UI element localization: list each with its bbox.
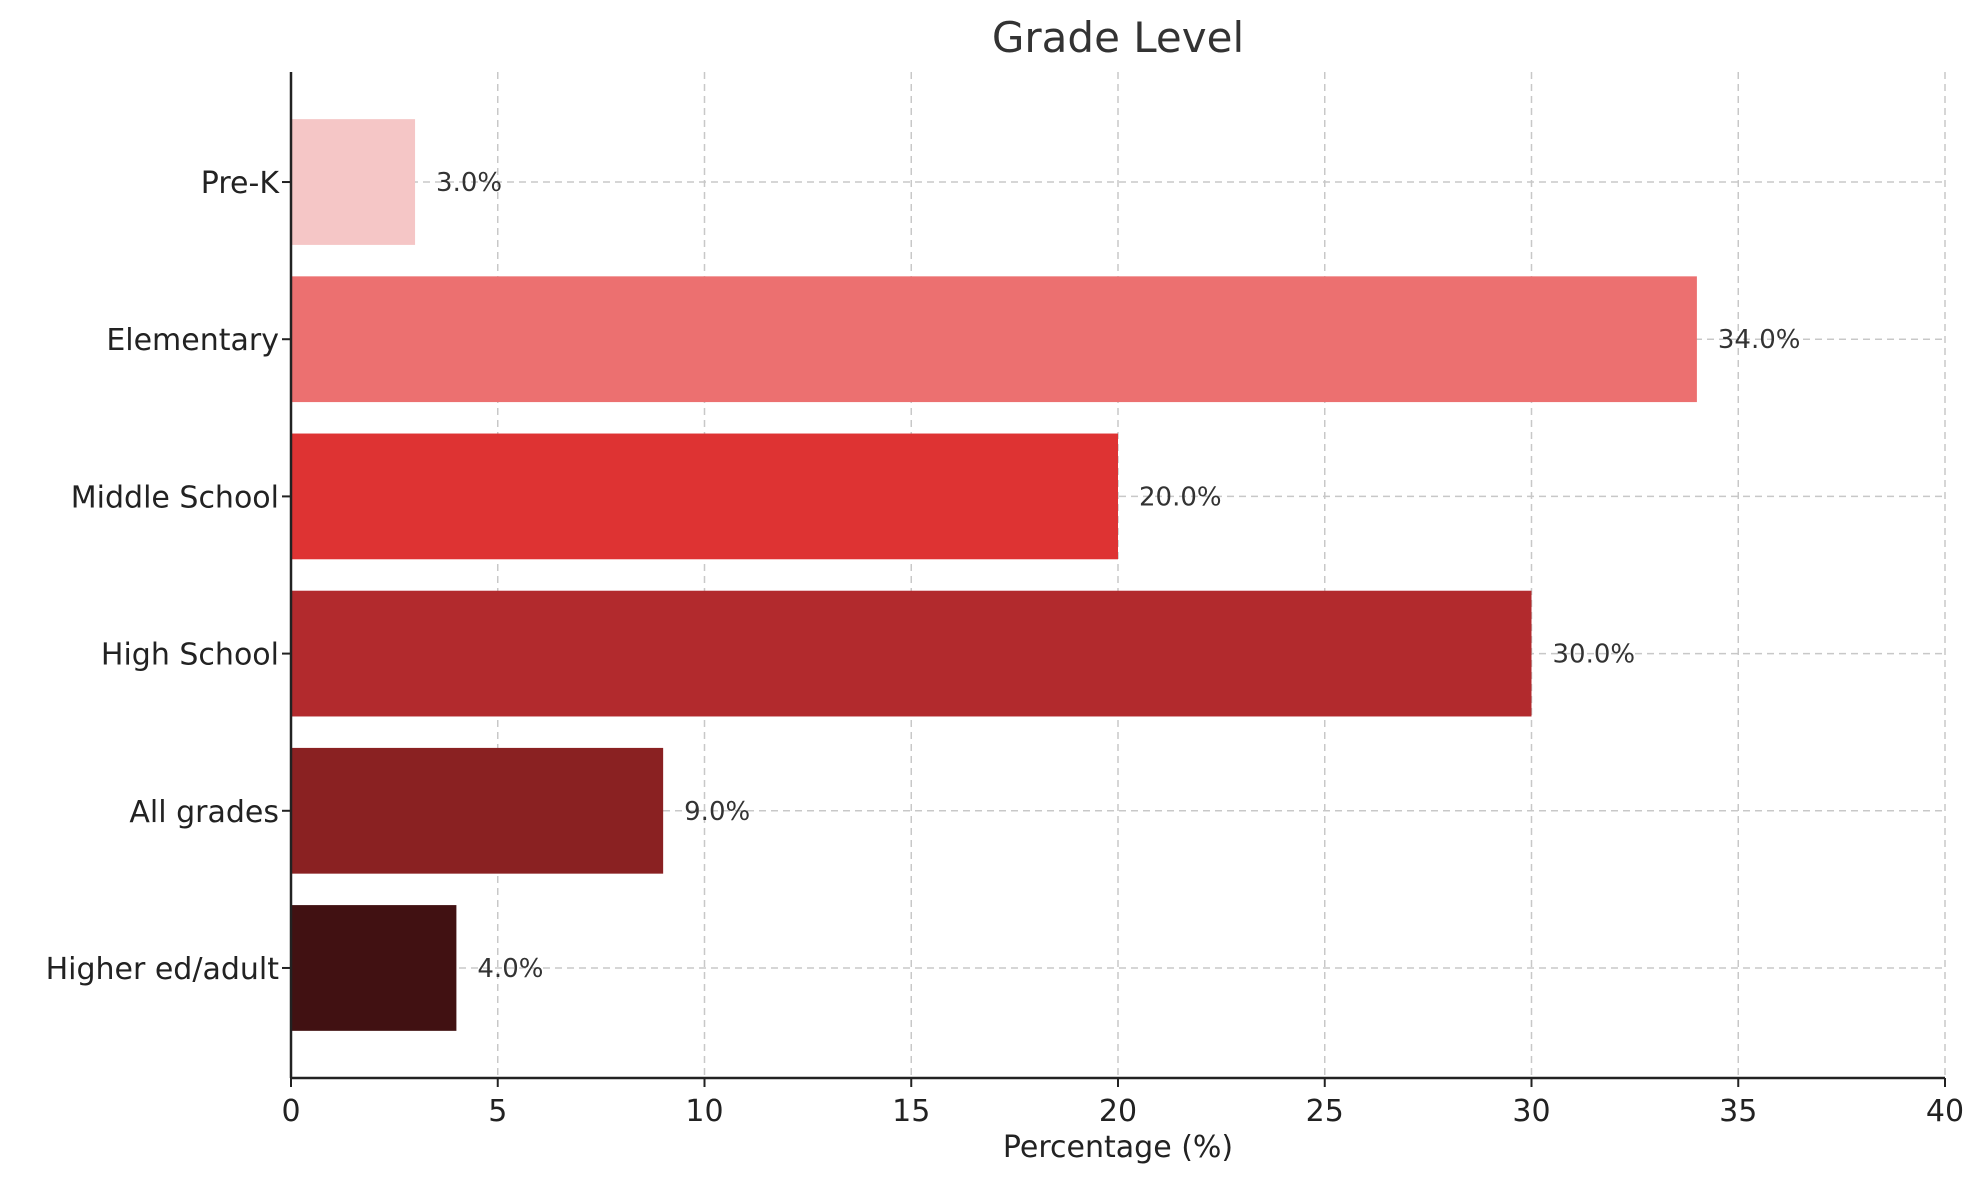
x-tick-label: 5 <box>488 1094 507 1129</box>
gridlines <box>291 72 1946 1078</box>
x-tick-label: 15 <box>892 1094 930 1129</box>
bar <box>291 119 416 245</box>
x-tick-label: 30 <box>1512 1094 1550 1129</box>
data-label: 20.0% <box>1139 482 1222 512</box>
data-label: 3.0% <box>436 168 502 198</box>
x-tick-label: 10 <box>685 1094 723 1129</box>
x-tick-label: 35 <box>1719 1094 1757 1129</box>
bar <box>291 590 1532 717</box>
bars <box>291 119 1697 1031</box>
chart-title: Grade Level <box>992 13 1244 62</box>
x-tick-label: 20 <box>1099 1094 1137 1129</box>
x-tick-label: 25 <box>1306 1094 1344 1129</box>
category-label: All grades <box>129 795 279 830</box>
tick-labels: 0 5 10 15 20 25 30 35 40 Pre-K 3.0% Elementary 34.0%… <box>46 166 1965 1129</box>
category-label: Elementary <box>106 323 279 358</box>
x-tick-label: 0 <box>281 1094 300 1129</box>
x-axis-label: Percentage (%) <box>1003 1130 1233 1165</box>
category-label: Higher ed/adult <box>46 952 280 987</box>
data-label: 30.0% <box>1553 640 1636 670</box>
category-label: Middle School <box>71 480 279 515</box>
data-label: 9.0% <box>684 797 750 827</box>
axes <box>282 72 1946 1087</box>
bar <box>291 747 664 874</box>
data-label: 4.0% <box>477 954 543 984</box>
category-label: High School <box>101 638 279 673</box>
bar <box>291 905 457 1031</box>
data-label: 34.0% <box>1718 325 1801 355</box>
category-label: Pre-K <box>201 166 281 201</box>
bar <box>291 433 1118 560</box>
bar <box>291 276 1697 403</box>
x-tick-label: 40 <box>1926 1094 1964 1129</box>
